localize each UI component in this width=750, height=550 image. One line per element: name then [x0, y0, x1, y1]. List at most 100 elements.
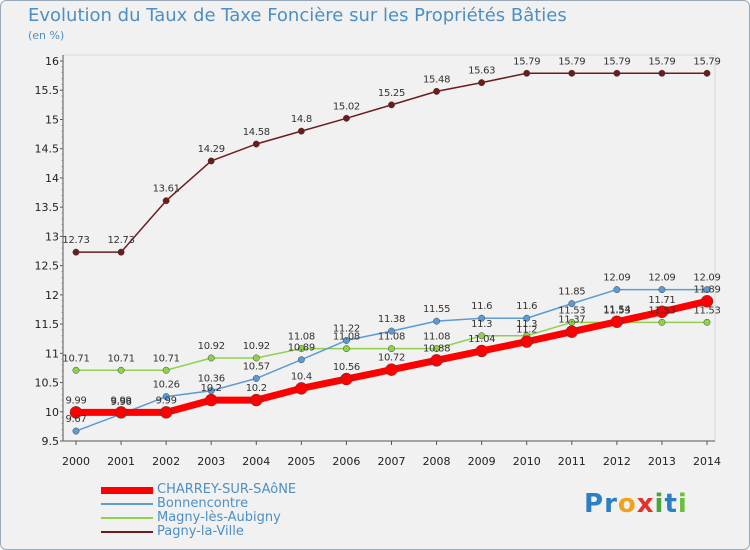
data-label-bonnencontre-2014: 12.09 — [693, 273, 720, 284]
legend-swatch-bonnencontre — [101, 503, 153, 505]
x-tick-label-4: 2004 — [242, 455, 270, 468]
data-point-bonnencontre-2000 — [72, 427, 80, 435]
x-tick-label-5: 2005 — [287, 455, 315, 468]
data-point-bonnencontre-2008 — [433, 317, 441, 325]
data-label-magny-2008: 11.08 — [423, 332, 450, 343]
data-point-pagny-2009 — [478, 79, 486, 87]
legend-label-magny: Magny-lès-Aubigny — [157, 510, 281, 525]
data-point-magny-2013 — [658, 318, 666, 326]
y-tick-label-11: 15 — [45, 113, 59, 126]
legend-label-charrey: CHARREY-SUR-SAôNE — [157, 482, 297, 497]
data-point-pagny-2001 — [117, 248, 125, 256]
logo-letter: i — [654, 489, 665, 519]
data-point-pagny-2011 — [568, 69, 576, 77]
x-tick-label-14: 2014 — [693, 455, 721, 468]
data-point-pagny-2002 — [162, 197, 170, 205]
proxiti-logo: Proxiti — [584, 489, 688, 519]
data-point-charrey-2007 — [385, 363, 398, 376]
data-point-charrey-2009 — [475, 344, 488, 358]
logo-letter: x — [636, 489, 655, 519]
data-label-magny-2005: 11.08 — [288, 332, 315, 343]
data-label-pagny-2001: 12.73 — [108, 235, 135, 246]
data-point-bonnencontre-2004 — [252, 374, 260, 382]
data-label-magny-2007: 11.08 — [378, 332, 405, 343]
data-point-bonnencontre-2011 — [568, 300, 576, 308]
data-label-bonnencontre-2003: 10.36 — [198, 374, 225, 385]
data-label-magny-2010: 11.3 — [516, 319, 537, 330]
data-label-charrey-2007: 10.72 — [378, 353, 405, 364]
x-tick-label-1: 2001 — [107, 455, 135, 468]
data-point-bonnencontre-2006 — [342, 336, 350, 344]
data-point-charrey-2011 — [565, 325, 579, 338]
data-point-bonnencontre-2010 — [523, 314, 531, 322]
data-label-bonnencontre-2001: 9.96 — [111, 397, 132, 408]
data-point-pagny-2010 — [523, 69, 531, 77]
data-point-bonnencontre-2012 — [613, 286, 621, 294]
data-point-magny-2004 — [252, 354, 260, 362]
data-point-charrey-2006 — [340, 372, 353, 386]
x-tick-label-11: 2011 — [558, 455, 586, 468]
data-point-charrey-2005 — [295, 382, 308, 395]
data-label-charrey-2008: 10.88 — [423, 343, 450, 354]
data-point-charrey-2012 — [610, 315, 624, 328]
data-label-bonnencontre-2009: 11.6 — [471, 301, 492, 312]
y-axis-unit: (en %) — [28, 29, 65, 42]
data-label-pagny-2006: 15.02 — [333, 101, 360, 112]
data-label-bonnencontre-2006: 11.22 — [333, 323, 360, 334]
data-label-bonnencontre-2008: 11.55 — [423, 304, 450, 315]
data-label-pagny-2008: 15.48 — [423, 74, 450, 85]
logo-letter: P — [584, 489, 605, 519]
data-point-magny-2008 — [433, 345, 441, 353]
data-label-pagny-2010: 15.79 — [513, 56, 540, 67]
data-label-magny-2003: 10.92 — [198, 341, 225, 352]
data-point-magny-2001 — [117, 366, 125, 374]
data-label-magny-2012: 11.53 — [603, 305, 630, 316]
data-label-charrey-2013: 11.71 — [648, 295, 675, 306]
data-point-charrey-2004 — [250, 393, 263, 407]
data-label-pagny-2013: 15.79 — [648, 56, 675, 67]
logo-letter: i — [677, 489, 688, 519]
x-tick-label-3: 2003 — [197, 455, 225, 468]
legend-swatch-pagny — [101, 531, 153, 533]
y-tick-label-9: 14 — [45, 172, 59, 185]
data-point-pagny-2006 — [342, 114, 350, 122]
x-tick-label-10: 2010 — [513, 455, 541, 468]
data-point-charrey-2008 — [430, 354, 443, 367]
x-tick-label-7: 2007 — [378, 455, 406, 468]
data-point-magny-2007 — [388, 345, 395, 353]
data-label-bonnencontre-2013: 12.09 — [648, 273, 675, 284]
x-tick-label-8: 2008 — [423, 455, 451, 468]
data-label-magny-2009: 11.3 — [471, 319, 492, 330]
data-point-pagny-2005 — [297, 127, 305, 135]
data-label-bonnencontre-2011: 11.85 — [558, 287, 585, 298]
data-label-magny-2001: 10.71 — [108, 353, 135, 364]
y-tick-label-3: 11 — [45, 347, 59, 360]
legend-label-bonnencontre: Bonnencontre — [157, 496, 249, 511]
data-label-bonnencontre-2007: 11.38 — [378, 314, 405, 325]
chart-title: Evolution du Taux de Taxe Foncière sur l… — [28, 5, 567, 26]
y-tick-label-0: 9.5 — [42, 435, 60, 448]
logo-letter: t — [664, 489, 678, 519]
data-point-pagny-2003 — [207, 157, 215, 165]
legend-swatch-charrey — [101, 486, 153, 494]
data-label-bonnencontre-2002: 10.26 — [153, 380, 180, 391]
y-tick-label-13: 16 — [45, 55, 59, 68]
data-label-charrey-2010: 11.2 — [516, 325, 537, 336]
data-label-bonnencontre-2005: 10.89 — [288, 343, 315, 354]
y-tick-label-4: 11.5 — [35, 318, 60, 331]
data-point-magny-2009 — [478, 332, 486, 340]
data-point-magny-2006 — [342, 345, 350, 353]
data-point-pagny-2012 — [613, 69, 621, 77]
y-tick-label-7: 13 — [45, 230, 59, 243]
data-point-charrey-2010 — [520, 335, 533, 348]
data-point-magny-2000 — [72, 366, 80, 374]
data-label-pagny-2000: 12.73 — [62, 235, 89, 246]
data-label-pagny-2014: 15.79 — [693, 56, 720, 67]
data-label-charrey-2012: 11.54 — [603, 305, 630, 316]
data-point-bonnencontre-2005 — [297, 356, 305, 364]
data-label-pagny-2002: 13.61 — [153, 184, 180, 195]
x-tick-label-9: 2009 — [468, 455, 496, 468]
data-label-charrey-2014: 11.89 — [693, 284, 720, 295]
data-point-bonnencontre-2002 — [162, 393, 170, 401]
data-label-charrey-2006: 10.56 — [333, 362, 360, 373]
